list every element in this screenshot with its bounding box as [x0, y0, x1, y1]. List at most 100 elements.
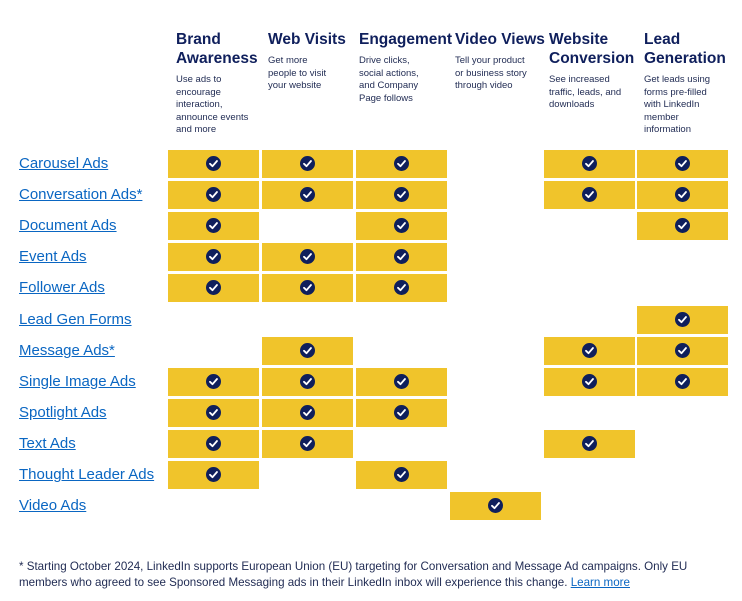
- column-description: See increased traffic, leads, and downlo…: [549, 74, 622, 110]
- check-circle-icon: [394, 187, 409, 202]
- check-circle-icon: [582, 436, 597, 451]
- check-circle-icon: [206, 249, 221, 264]
- footnote: * Starting October 2024, LinkedIn suppor…: [19, 559, 719, 591]
- ad-format-link[interactable]: Message Ads*: [19, 342, 115, 359]
- check-circle-icon: [206, 187, 221, 202]
- check-circle-icon: [300, 374, 315, 389]
- supported-cell: [637, 337, 728, 365]
- supported-cell: [450, 492, 541, 520]
- check-circle-icon: [206, 374, 221, 389]
- supported-cell: [356, 274, 447, 302]
- column-header: Video Views Tell your product or business…: [455, 30, 545, 93]
- supported-cell: [356, 399, 447, 427]
- check-circle-icon: [394, 218, 409, 233]
- column-header: Website Conversion See increased traffic,…: [549, 30, 634, 112]
- column-header: Brand Awareness Use ads to encourage inte…: [176, 30, 258, 137]
- check-circle-icon: [488, 498, 503, 513]
- column-title: Lead Generation: [644, 31, 726, 67]
- supported-cell: [356, 212, 447, 240]
- ad-format-link[interactable]: Text Ads: [19, 435, 76, 452]
- supported-cell: [356, 461, 447, 489]
- supported-cell: [637, 150, 728, 178]
- ad-format-link[interactable]: Document Ads: [19, 217, 117, 234]
- supported-cell: [168, 243, 259, 271]
- column-title: Website Conversion: [549, 31, 635, 67]
- check-circle-icon: [675, 187, 690, 202]
- column-title: Video Views: [455, 31, 545, 48]
- column-title: Web Visits: [268, 31, 346, 48]
- check-circle-icon: [582, 187, 597, 202]
- check-circle-icon: [675, 343, 690, 358]
- ad-format-link[interactable]: Spotlight Ads: [19, 404, 107, 421]
- ad-format-link[interactable]: Carousel Ads: [19, 155, 109, 172]
- supported-cell: [262, 430, 353, 458]
- supported-cell: [544, 430, 635, 458]
- supported-cell: [168, 181, 259, 209]
- supported-cell: [356, 181, 447, 209]
- ad-format-link[interactable]: Lead Gen Forms: [19, 311, 132, 328]
- supported-cell: [356, 368, 447, 396]
- supported-cell: [168, 212, 259, 240]
- ad-format-link[interactable]: Thought Leader Ads: [19, 466, 155, 483]
- supported-cell: [262, 274, 353, 302]
- check-circle-icon: [582, 156, 597, 171]
- column-description: Drive clicks, social actions, and Compan…: [359, 55, 419, 104]
- column-header: Engagement Drive clicks, social actions, …: [359, 30, 452, 105]
- check-circle-icon: [300, 156, 315, 171]
- supported-cell: [168, 274, 259, 302]
- supported-cell: [168, 399, 259, 427]
- ad-format-link[interactable]: Follower Ads: [19, 279, 105, 296]
- check-circle-icon: [675, 312, 690, 327]
- column-title: Engagement: [359, 31, 453, 48]
- check-circle-icon: [582, 343, 597, 358]
- learn-more-link[interactable]: Learn more: [570, 576, 630, 589]
- check-circle-icon: [300, 436, 315, 451]
- ad-format-link[interactable]: Video Ads: [19, 497, 87, 514]
- supported-cell: [262, 399, 353, 427]
- supported-cell: [262, 150, 353, 178]
- check-circle-icon: [582, 374, 597, 389]
- check-circle-icon: [206, 218, 221, 233]
- supported-cell: [637, 368, 728, 396]
- supported-cell: [262, 243, 353, 271]
- column-description: Use ads to encourage interaction, announ…: [176, 74, 249, 135]
- ad-format-link[interactable]: Conversation Ads*: [19, 186, 143, 203]
- supported-cell: [637, 306, 728, 334]
- ad-format-link[interactable]: Event Ads: [19, 248, 87, 265]
- supported-cell: [356, 243, 447, 271]
- check-circle-icon: [394, 280, 409, 295]
- check-circle-icon: [675, 156, 690, 171]
- check-circle-icon: [206, 156, 221, 171]
- supported-cell: [168, 430, 259, 458]
- check-circle-icon: [206, 436, 221, 451]
- column-header: Web Visits Get more people to visit your …: [268, 30, 346, 93]
- supported-cell: [262, 181, 353, 209]
- supported-cell: [356, 150, 447, 178]
- supported-cell: [262, 368, 353, 396]
- check-circle-icon: [300, 280, 315, 295]
- supported-cell: [637, 212, 728, 240]
- check-circle-icon: [300, 249, 315, 264]
- supported-cell: [544, 337, 635, 365]
- supported-cell: [544, 368, 635, 396]
- check-circle-icon: [206, 280, 221, 295]
- column-title: Brand Awareness: [176, 31, 258, 67]
- check-circle-icon: [300, 187, 315, 202]
- supported-cell: [544, 181, 635, 209]
- column-description: Get leads using forms pre-filled with Li…: [644, 74, 711, 135]
- ad-format-link[interactable]: Single Image Ads: [19, 373, 136, 390]
- check-circle-icon: [394, 374, 409, 389]
- check-circle-icon: [675, 374, 690, 389]
- column-description: Get more people to visit your website: [268, 55, 327, 91]
- check-circle-icon: [394, 156, 409, 171]
- supported-cell: [544, 150, 635, 178]
- supported-cell: [168, 150, 259, 178]
- column-header: Lead Generation Get leads using forms pre…: [644, 30, 726, 137]
- check-circle-icon: [206, 405, 221, 420]
- column-description: Tell your product or business story thro…: [455, 55, 527, 91]
- supported-cell: [168, 368, 259, 396]
- supported-cell: [637, 181, 728, 209]
- check-circle-icon: [206, 467, 221, 482]
- check-circle-icon: [300, 405, 315, 420]
- check-circle-icon: [394, 405, 409, 420]
